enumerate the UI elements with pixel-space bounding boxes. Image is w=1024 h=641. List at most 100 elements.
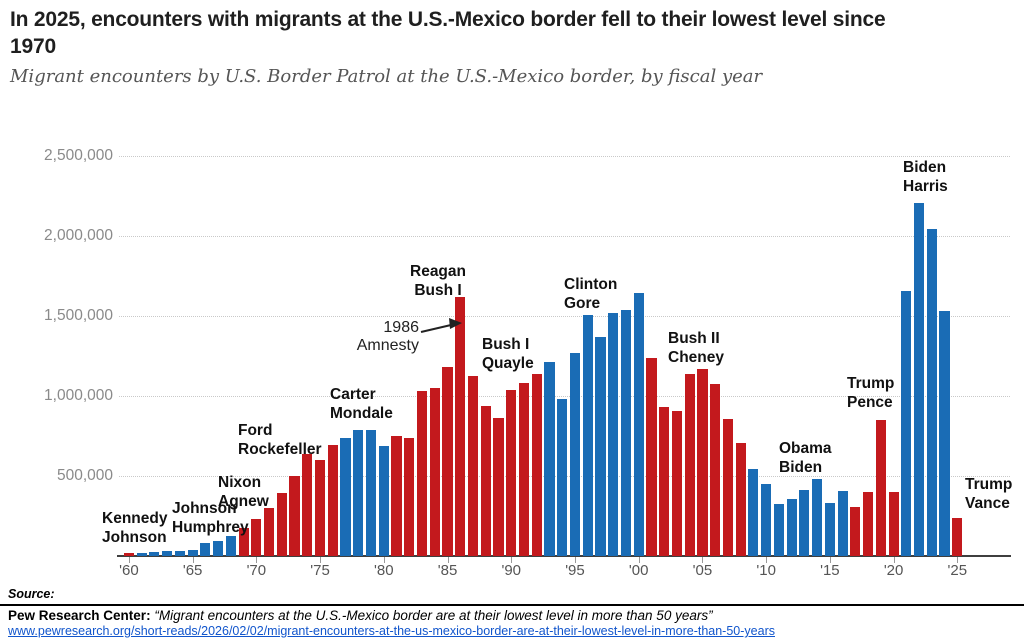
- annotation-line: Johnson: [102, 529, 167, 546]
- bar-2007: [722, 418, 733, 556]
- x-axis-tick: [511, 557, 513, 563]
- x-axis-tick: [447, 557, 449, 563]
- annotation-line: Biden: [779, 459, 823, 476]
- annotation-line: Carter: [330, 386, 376, 403]
- annotation-carter-mondale: Carter Mondale: [330, 385, 393, 423]
- annotation-line: Quayle: [482, 355, 534, 372]
- x-axis-label: '85: [437, 562, 458, 579]
- x-axis-tick: [383, 557, 385, 563]
- annotation-line: Gore: [564, 295, 601, 312]
- x-axis-tick: [702, 557, 704, 563]
- x-axis-tick: [256, 557, 258, 563]
- bar-1978: [353, 429, 364, 556]
- bar-2014: [812, 479, 823, 556]
- x-axis-tick: [893, 557, 895, 563]
- annotation-line: Mondale: [330, 405, 393, 422]
- attribution-name: Pew Research Center:: [8, 608, 151, 623]
- bar-2004: [684, 373, 695, 556]
- annotation-line: Reagan: [410, 263, 466, 280]
- bar-1982: [404, 437, 415, 556]
- annotation-line: Trump: [847, 375, 895, 392]
- annotation-line: Obama: [779, 440, 832, 457]
- x-axis-label: '10: [756, 562, 776, 579]
- annotation-line: Trump: [965, 476, 1013, 493]
- x-axis-tick: [192, 557, 194, 563]
- x-axis-label: '25: [947, 562, 968, 579]
- bar-1975: [314, 460, 326, 556]
- annotation-bush-i-quayle: Bush I Quayle: [482, 335, 534, 373]
- x-axis-label: '20: [883, 562, 904, 579]
- gridline: [119, 316, 1010, 317]
- annotation-line: Ford: [238, 422, 273, 439]
- annotation-line: Kennedy: [102, 510, 168, 527]
- bar-2016: [837, 490, 848, 556]
- bar-2024: [939, 311, 950, 556]
- bar-1999: [620, 310, 632, 556]
- annotation-line: Harris: [903, 178, 948, 195]
- bar-2022: [913, 203, 925, 556]
- bar-1981: [391, 436, 402, 556]
- bar-2017: [850, 507, 861, 556]
- x-axis-label: '15: [820, 562, 840, 579]
- y-axis-label: 2,500,000: [44, 147, 113, 164]
- bar-2012: [786, 498, 797, 556]
- x-axis-label: '00: [628, 562, 649, 579]
- bar-1992: [531, 373, 542, 556]
- x-axis-label: '60: [119, 562, 139, 579]
- bar-1967: [213, 540, 224, 556]
- bar-1993: [544, 361, 555, 556]
- x-axis-label: '65: [182, 562, 203, 579]
- bar-1980: [378, 445, 389, 556]
- annotation-line: Bush I: [414, 282, 462, 299]
- y-axis-label: 2,000,000: [44, 227, 113, 244]
- annotation-clinton-gore: Clinton Gore: [564, 275, 617, 313]
- bar-2006: [710, 384, 721, 556]
- bar-1965: [187, 549, 198, 556]
- annotation-line: Biden: [903, 159, 947, 176]
- footer-divider: [0, 604, 1024, 606]
- bar-1994: [557, 399, 568, 556]
- annotation-line: Pence: [847, 394, 893, 411]
- bar-1971: [263, 507, 275, 556]
- bar-1961: [136, 552, 147, 556]
- annotation-line: Johnson: [172, 500, 237, 517]
- annotation-line: Humphrey: [172, 519, 249, 536]
- x-axis-tick: [574, 557, 576, 563]
- bar-2018: [863, 492, 874, 556]
- bar-1998: [608, 313, 619, 556]
- bar-1979: [365, 429, 377, 556]
- bar-2010: [761, 484, 772, 556]
- x-axis-tick: [766, 557, 768, 563]
- annotation-johnson-humphrey: Johnson Humphrey: [172, 499, 249, 537]
- annotation-line: Bush I: [482, 336, 530, 353]
- bar-1964: [174, 550, 185, 556]
- y-axis-label: 1,500,000: [44, 307, 113, 324]
- annotation-line: Bush II: [668, 330, 720, 347]
- bar-2003: [671, 411, 683, 556]
- bar-1977: [340, 437, 351, 556]
- bar-1987: [467, 376, 479, 556]
- annotation-obama-biden: Obama Biden: [779, 439, 832, 477]
- x-axis-tick: [829, 557, 831, 563]
- bar-1963: [162, 551, 173, 556]
- bar-1984: [429, 388, 440, 556]
- gridline: [119, 156, 1010, 157]
- bar-2025: [952, 517, 963, 556]
- chart-subtitle: Migrant encounters by U.S. Border Patrol…: [10, 66, 763, 87]
- bar-1997: [595, 336, 606, 556]
- bar-1976: [327, 444, 338, 556]
- bar-1974: [302, 454, 313, 556]
- bar-2005: [697, 368, 708, 556]
- bar-2015: [824, 503, 835, 556]
- bar-1970: [251, 519, 262, 556]
- x-axis-tick: [638, 557, 640, 563]
- bar-2002: [659, 407, 670, 556]
- annotation-trump-pence: Trump Pence: [847, 374, 894, 412]
- source-url-link[interactable]: www.pewresearch.org/short-reads/2026/02/…: [8, 624, 775, 638]
- bar-2013: [799, 489, 810, 556]
- annotation-line: Vance: [965, 495, 1010, 512]
- x-axis-line: [117, 555, 1011, 557]
- bar-1960: [123, 552, 134, 556]
- bar-1996: [582, 314, 593, 556]
- x-axis-label: '05: [692, 562, 713, 579]
